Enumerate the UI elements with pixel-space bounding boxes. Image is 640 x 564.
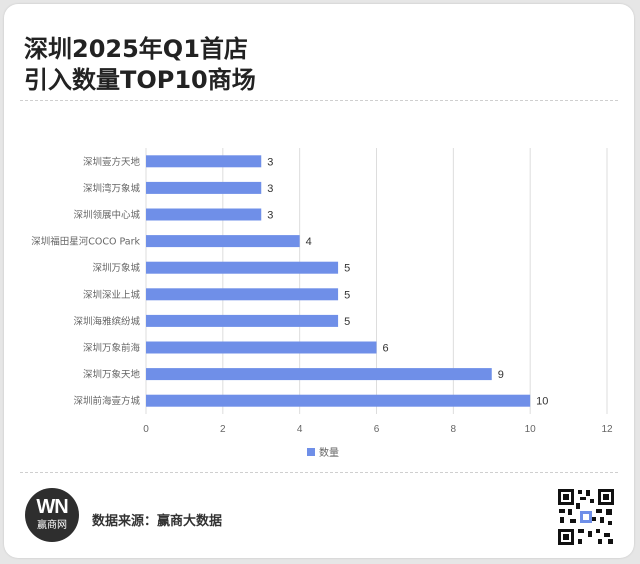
category-label: 深圳万象城 <box>92 262 140 274</box>
bar <box>146 368 492 381</box>
category-label: 深圳前海壹方城 <box>73 395 140 407</box>
category-label: 深圳万象前海 <box>83 342 141 354</box>
qr-code-icon <box>556 487 616 547</box>
bar <box>146 208 262 221</box>
bar <box>146 341 377 354</box>
data-source: 数据来源：赢商大数据 <box>92 514 223 529</box>
x-tick-label: 8 <box>451 424 457 435</box>
chart-title: 深圳2025年Q1首店 引入数量TOP10商场 <box>24 34 256 96</box>
category-label: 深圳海雅缤纷城 <box>73 315 140 327</box>
title-divider <box>20 100 618 101</box>
data-label: 5 <box>344 263 350 275</box>
data-label: 5 <box>344 316 350 328</box>
category-label: 深圳深业上城 <box>83 290 141 301</box>
data-label: 10 <box>536 396 548 408</box>
bar <box>146 181 262 194</box>
bar <box>146 288 339 301</box>
x-tick-label: 10 <box>525 424 537 435</box>
title-line-1: 深圳2025年Q1首店 <box>24 35 248 63</box>
category-label: 深圳壹方天地 <box>83 156 141 168</box>
data-label: 3 <box>267 183 273 195</box>
data-label: 5 <box>344 289 350 301</box>
data-label: 9 <box>498 369 504 381</box>
legend-label: 数量 <box>319 446 339 459</box>
brand-logo-caption: 赢商网 <box>37 520 67 531</box>
bar <box>146 235 300 248</box>
bar <box>146 155 262 168</box>
brand-logo-mark: WN <box>36 496 68 518</box>
x-tick-label: 12 <box>601 424 613 435</box>
category-label: 深圳万象天地 <box>83 369 141 381</box>
brand-logo: WN 赢商网 <box>25 488 79 542</box>
bar <box>146 394 531 407</box>
bar <box>146 314 339 327</box>
footer-divider <box>20 472 618 473</box>
data-label: 6 <box>383 343 389 355</box>
x-tick-label: 4 <box>297 424 303 435</box>
x-tick-label: 2 <box>220 424 226 435</box>
x-tick-label: 6 <box>374 424 380 435</box>
data-label: 3 <box>267 210 273 222</box>
x-tick-label: 0 <box>143 424 149 435</box>
bar <box>146 261 339 274</box>
category-label: 深圳湾万象城 <box>83 182 141 194</box>
bar-chart: 深圳壹方天地 3 深圳湾万象城 3 深圳领展中心城 3 深圳福田星河COCO Park 4 深圳… <box>31 148 613 459</box>
title-line-2: 引入数量TOP10商场 <box>24 66 256 94</box>
category-label: 深圳福田星河COCO Park <box>31 236 140 248</box>
chart-card: 深圳2025年Q1首店 引入数量TOP10商场 <box>4 4 634 558</box>
data-label: 3 <box>267 156 273 168</box>
data-label: 4 <box>306 236 312 248</box>
legend-swatch <box>307 448 315 456</box>
category-label: 深圳领展中心城 <box>73 209 140 221</box>
